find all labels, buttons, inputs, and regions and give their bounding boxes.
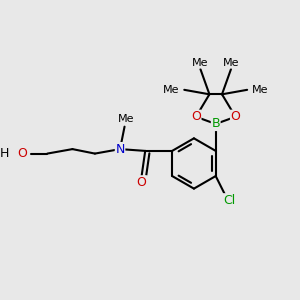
Text: O: O: [191, 110, 201, 123]
Text: Me: Me: [223, 58, 239, 68]
Text: Me: Me: [118, 115, 135, 124]
Text: O: O: [137, 176, 146, 189]
Text: Me: Me: [192, 58, 209, 68]
Text: O: O: [230, 110, 240, 123]
Text: Cl: Cl: [223, 194, 235, 207]
Text: B: B: [212, 118, 220, 130]
Text: Me: Me: [163, 85, 180, 95]
Text: O: O: [18, 147, 28, 160]
Text: N: N: [116, 142, 125, 156]
Text: H: H: [0, 147, 9, 160]
Text: Me: Me: [252, 85, 268, 95]
